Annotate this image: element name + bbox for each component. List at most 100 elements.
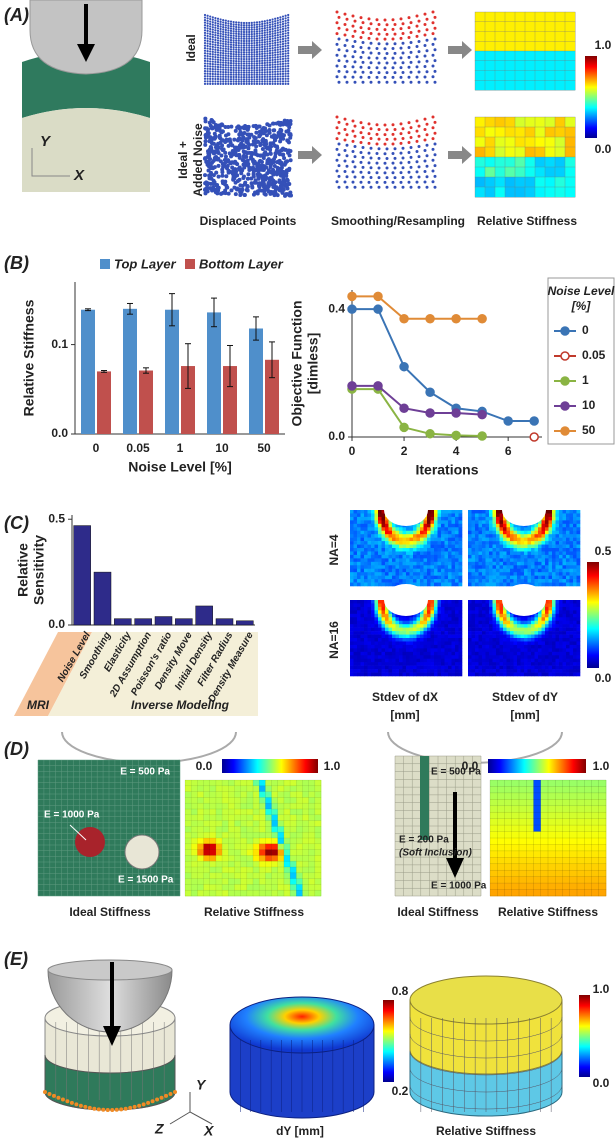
heat-cell [427, 582, 431, 587]
displaced-point [268, 56, 272, 59]
heat-cell [353, 662, 358, 666]
displaced-point [263, 64, 266, 67]
heat-cell [423, 627, 428, 632]
heat-cell [538, 641, 542, 646]
displaced-point [266, 26, 269, 29]
heat-cell [475, 662, 479, 666]
displaced-point [266, 47, 269, 50]
displaced-point [203, 142, 208, 147]
resampled-point [335, 10, 339, 14]
heat-cell [455, 516, 459, 521]
heat-cell [524, 530, 528, 535]
heat-cell [471, 641, 476, 646]
displaced-point [206, 14, 209, 17]
heat-cell [374, 516, 379, 521]
heat-cell [545, 613, 549, 618]
heat-cell [364, 565, 368, 570]
resampled-point [401, 80, 405, 84]
displaced-point [216, 34, 220, 37]
heat-cell [402, 554, 407, 559]
heat-cell [566, 554, 570, 559]
resampled-point [391, 18, 395, 22]
heat-cell [559, 565, 563, 570]
heat-cell [423, 672, 428, 677]
column-label: Stdev of dY [492, 690, 558, 704]
heat-cell [562, 513, 567, 518]
heat-cell [455, 582, 459, 587]
displaced-point [216, 82, 220, 85]
heat-cell [409, 648, 414, 653]
displaced-point [281, 65, 285, 68]
displaced-point [266, 49, 269, 53]
heat-cell [538, 572, 542, 576]
heat-cell [517, 575, 521, 580]
displaced-point [266, 128, 271, 133]
heat-cell [471, 610, 476, 615]
displaced-point [240, 37, 243, 40]
displaced-point [268, 40, 272, 43]
heat-cell [458, 620, 463, 625]
heat-cell [520, 658, 525, 663]
heat-cell [357, 513, 361, 518]
heat-cell [455, 530, 459, 535]
heat-cell [406, 527, 410, 532]
heat-cell [402, 627, 407, 632]
displaced-point [287, 29, 290, 32]
displaced-point [224, 57, 227, 60]
heat-cell [496, 624, 500, 628]
heat-cell [378, 513, 382, 518]
heat-cell [458, 651, 463, 656]
heat-cell [364, 620, 368, 625]
heat-cell [451, 516, 456, 521]
displaced-point [271, 68, 274, 71]
resampled-point [433, 15, 437, 19]
heat-cell [566, 520, 570, 525]
displaced-point [209, 32, 212, 36]
displaced-point [271, 25, 274, 28]
displaced-point [235, 59, 238, 63]
heat-cell [444, 575, 449, 580]
displaced-point [219, 68, 222, 71]
heat-cell [367, 617, 372, 622]
heat-cell [385, 575, 389, 580]
displaced-point [276, 70, 279, 73]
heat-cell [559, 544, 563, 549]
heat-cell [506, 558, 511, 563]
heat-cell [434, 530, 438, 535]
heat-cell [458, 544, 463, 549]
displaced-point [242, 82, 246, 85]
displaced-point [263, 52, 266, 55]
heat-cell [527, 541, 532, 545]
displaced-point [242, 71, 246, 74]
displaced-point [245, 151, 250, 156]
heat-cell [448, 541, 452, 545]
displaced-point [222, 82, 225, 85]
heat-cell [504, 166, 516, 178]
heat-cell [468, 672, 472, 677]
heat-cell [548, 520, 553, 525]
heat-cell [559, 537, 563, 542]
resampled-point [337, 37, 341, 41]
heat-cell [552, 565, 556, 570]
heat-cell [364, 572, 368, 576]
resampled-point [433, 80, 437, 84]
resampled-point [351, 65, 355, 69]
displaced-point [209, 57, 212, 61]
heat-cell [353, 603, 358, 608]
displaced-point [261, 50, 264, 53]
heat-cell [552, 579, 556, 583]
heat-cell [576, 554, 581, 559]
displaced-point [224, 31, 227, 34]
resampled-point [433, 153, 437, 157]
resampled-point [417, 70, 421, 74]
displaced-point [268, 42, 272, 45]
displaced-point [261, 55, 264, 58]
heat-cell [538, 613, 542, 618]
displaced-point [237, 165, 242, 170]
displaced-point [284, 82, 287, 85]
heat-cell [496, 554, 500, 559]
displaced-point [229, 48, 233, 51]
heat-cell [427, 551, 431, 556]
heat-cell [374, 651, 379, 656]
heat-cell [573, 510, 577, 514]
